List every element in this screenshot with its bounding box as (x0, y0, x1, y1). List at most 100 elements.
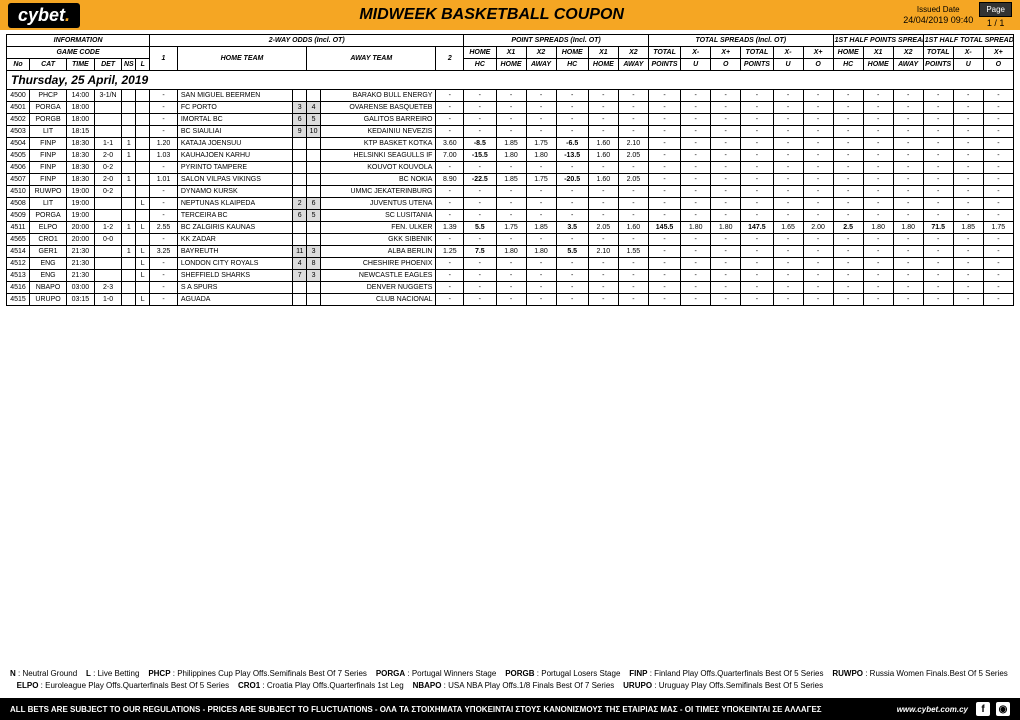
cell: - (953, 246, 983, 258)
cell: - (496, 126, 526, 138)
cell: 2.10 (618, 138, 648, 150)
cell: - (803, 270, 833, 282)
cell: 1.85 (496, 174, 526, 186)
cell: - (496, 102, 526, 114)
cell: - (863, 198, 893, 210)
cell: - (496, 114, 526, 126)
sh-ts-xp: X+ (711, 47, 741, 59)
away-team-cell: KEDAINIU NEVEZIS (321, 126, 436, 138)
table-row: 4509PORGA19:00-TERCEIRA BC65SC LUSITANIA… (7, 210, 1014, 222)
score-home (293, 282, 307, 294)
cell: - (983, 162, 1013, 174)
sh-hts-xp: X+ (983, 47, 1013, 59)
cell (136, 282, 150, 294)
cell: 1-2 (94, 222, 122, 234)
table-row: 4507FINP18:302-011.01SALON VILPAS VIKING… (7, 174, 1014, 186)
cell: - (893, 294, 923, 306)
cell: 4515 (7, 294, 30, 306)
cell: - (833, 282, 863, 294)
home-team-cell: BC ZALGIRIS KAUNAS (177, 222, 292, 234)
away-team-cell: UMMC JEKATERINBURG (321, 186, 436, 198)
cell: 1.85 (526, 222, 556, 234)
cell: - (773, 246, 803, 258)
cell: 1.80 (526, 246, 556, 258)
cell (122, 198, 136, 210)
away-team-cell: SC LUSITANIA (321, 210, 436, 222)
cell: - (923, 162, 953, 174)
sh-det: DET (94, 59, 122, 71)
table-row: 4506FINP18:300-2-PYRINTO TAMPEREKOUVOT K… (7, 162, 1014, 174)
away-team-cell: JUVENTUS UTENA (321, 198, 436, 210)
cell: 3.60 (436, 138, 464, 150)
score-home (293, 174, 307, 186)
cell: - (464, 234, 496, 246)
cell: - (983, 174, 1013, 186)
sh-ps-x1b: X1 (588, 47, 618, 59)
score-away (307, 294, 321, 306)
cell: - (803, 282, 833, 294)
cell: - (741, 282, 773, 294)
page-value: 1 / 1 (987, 18, 1005, 28)
cell: - (863, 150, 893, 162)
sh-ps-hc1: HC (464, 59, 496, 71)
cell: - (773, 234, 803, 246)
cell: - (648, 126, 680, 138)
cell: - (893, 270, 923, 282)
cell: 1.55 (618, 246, 648, 258)
table-row: 4516NBAPO03:002-3-S A SPURSDENVER NUGGET… (7, 282, 1014, 294)
cell: 4509 (7, 210, 30, 222)
cell: 21:30 (67, 270, 95, 282)
cell: 0-2 (94, 186, 122, 198)
cell: 71.5 (923, 222, 953, 234)
cell: 1 (122, 150, 136, 162)
cell: - (436, 210, 464, 222)
logo-prefix: cy (18, 5, 38, 25)
cell: - (863, 114, 893, 126)
cell: - (923, 138, 953, 150)
cell: 2-3 (94, 282, 122, 294)
odds-table: INFORMATION 2-WAY ODDS (Incl. OT) POINT … (6, 34, 1014, 306)
cell: - (588, 126, 618, 138)
cell: - (741, 90, 773, 102)
sh-ps-away-b: AWAY (618, 59, 648, 71)
table-row: 4513ENG21:30L-SHEFFIELD SHARKS73NEWCASTL… (7, 270, 1014, 282)
cell: - (711, 102, 741, 114)
cell: - (436, 186, 464, 198)
score-away (307, 222, 321, 234)
cell: - (923, 210, 953, 222)
cell: - (556, 102, 588, 114)
cell: - (741, 234, 773, 246)
table-row: 4503LIT18:15-BC SIAULIAI910KEDAINIU NEVE… (7, 126, 1014, 138)
cell: - (711, 186, 741, 198)
cell: - (711, 138, 741, 150)
sh-hts-u: U (953, 59, 983, 71)
cell: 4510 (7, 186, 30, 198)
cell: - (953, 150, 983, 162)
table-row: 4505FINP18:302-011.03KAUHAJOEN KARHUHELS… (7, 150, 1014, 162)
cell: - (773, 138, 803, 150)
sh-hps-x2: X2 (893, 47, 923, 59)
cell: - (618, 162, 648, 174)
table-row: 4565CRO120:000-0-KK ZADARGKK SIBENIK----… (7, 234, 1014, 246)
cell: - (618, 126, 648, 138)
home-team-cell: SAN MIGUEL BEERMEN (177, 90, 292, 102)
cell: - (983, 258, 1013, 270)
cell: - (648, 90, 680, 102)
cell: - (150, 90, 178, 102)
sh-hts-pts: POINTS (923, 59, 953, 71)
cell: - (711, 114, 741, 126)
cell: - (436, 294, 464, 306)
cell: - (803, 234, 833, 246)
cell: - (953, 102, 983, 114)
cell: - (741, 138, 773, 150)
cell: - (833, 150, 863, 162)
cell: - (436, 258, 464, 270)
cell: - (648, 234, 680, 246)
cell: - (150, 270, 178, 282)
cell: - (983, 114, 1013, 126)
social-icons: f ◉ (976, 702, 1010, 716)
cell: PORGA (30, 102, 67, 114)
cell: - (741, 270, 773, 282)
score-away: 5 (307, 210, 321, 222)
cell: - (526, 126, 556, 138)
